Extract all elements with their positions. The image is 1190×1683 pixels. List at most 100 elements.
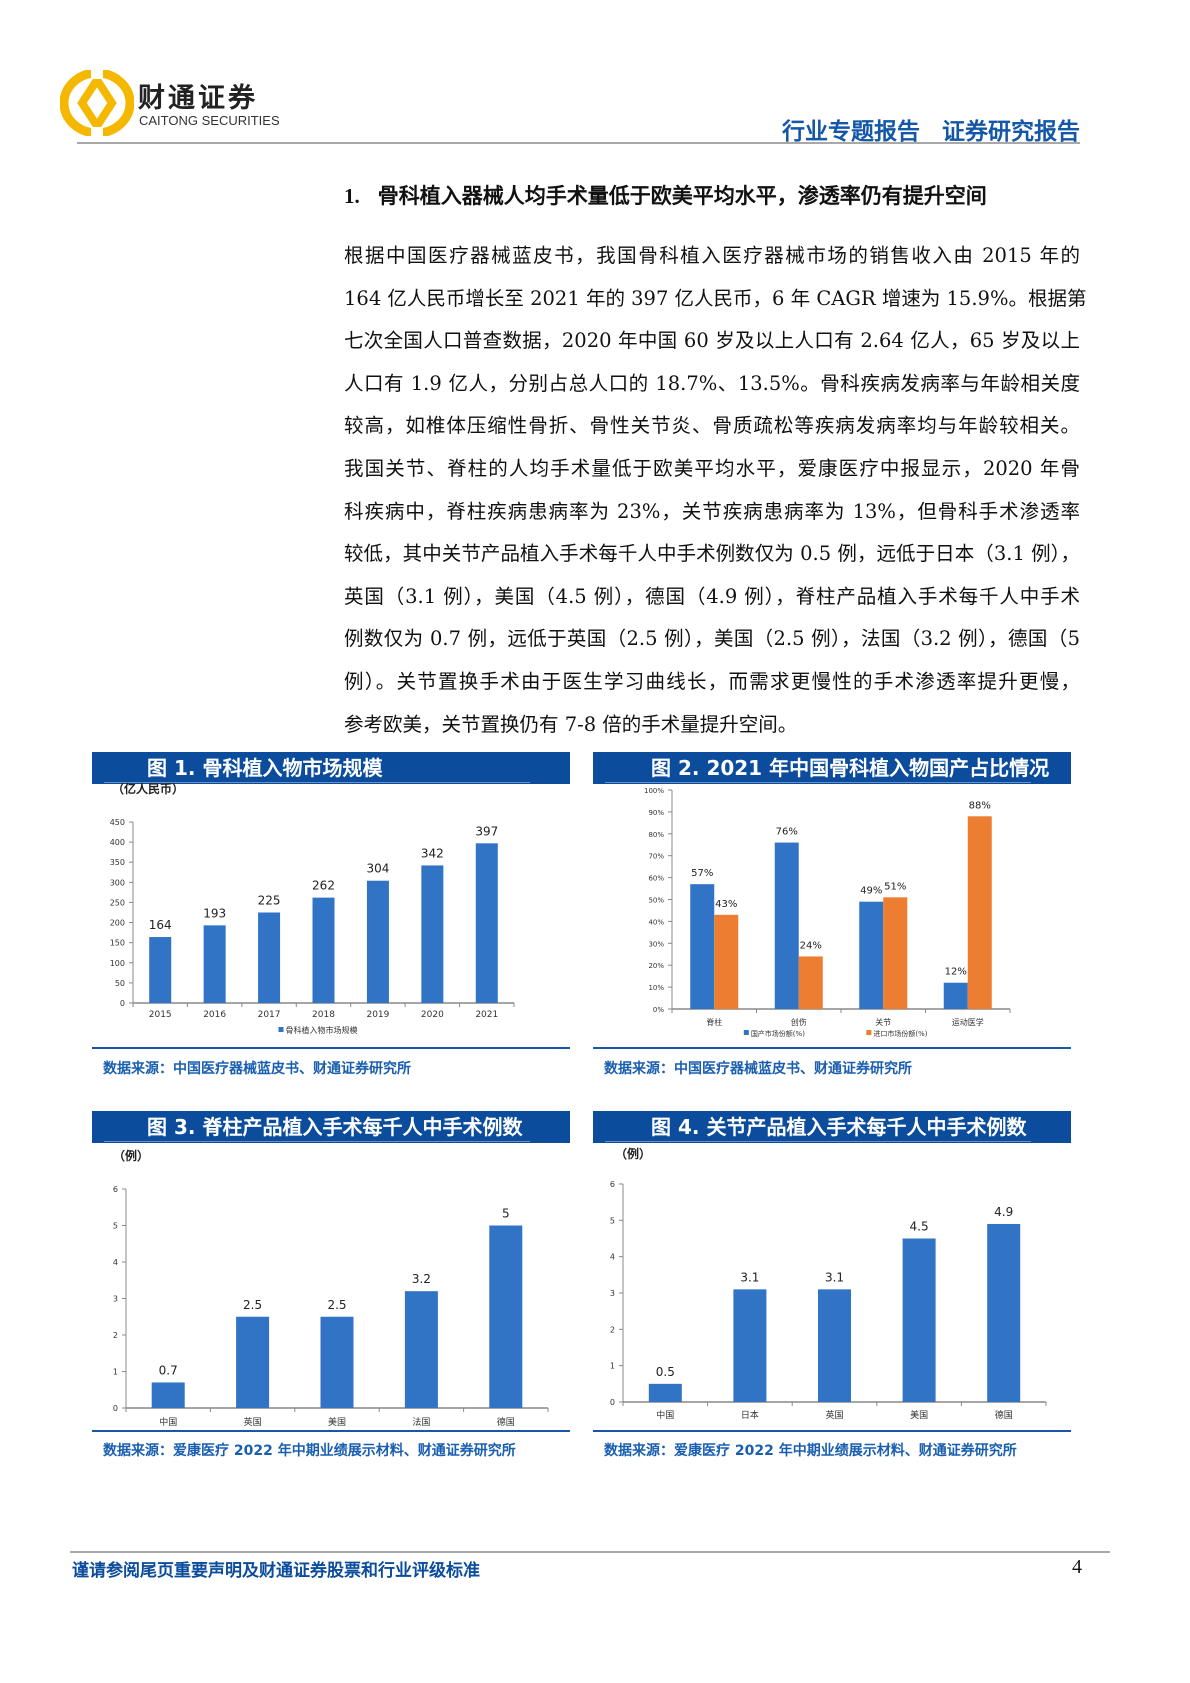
y-tick-label: 250 <box>110 898 125 907</box>
caitong-logo-icon <box>60 70 134 136</box>
bar <box>203 925 226 1003</box>
figure-title-bar: 图 3. 脊柱产品植入手术每千人中手术例数 <box>92 1111 570 1143</box>
figure-source: 数据来源：中国医疗器械蓝皮书、财通证券研究所 <box>103 1061 411 1077</box>
y-tick-label: 50 <box>115 979 125 988</box>
bar <box>714 914 739 1009</box>
y-tick-label: 350 <box>110 858 125 867</box>
legend-label: 进口市场份额(%) <box>873 1029 927 1038</box>
paragraph-line: 英国（3.1 例），美国（4.5 例），德国（4.9 例），脊柱产品植入手术每千… <box>344 584 1080 608</box>
data-label: 2.5 <box>243 1298 262 1312</box>
figure-source: 数据来源：中国医疗器械蓝皮书、财通证券研究所 <box>604 1061 912 1077</box>
y-tick-label: 60% <box>648 875 664 883</box>
bar <box>648 1383 682 1402</box>
y-axis-unit: （例） <box>615 1147 652 1161</box>
data-label: 164 <box>149 918 172 932</box>
bar <box>489 1225 523 1408</box>
page-number: 4 <box>1072 1556 1082 1578</box>
bar <box>774 842 799 1009</box>
title-underline <box>104 1141 530 1142</box>
paragraph-line: 七次全国人口普查数据，2020 年中国 60 岁及以上人口有 2.64 亿人，6… <box>344 329 1080 353</box>
bar <box>320 1316 354 1408</box>
y-tick-label: 300 <box>110 878 125 887</box>
report-labels: 行业专题报告 证券研究报告 <box>760 112 1080 146</box>
bar <box>902 1238 936 1402</box>
data-label: 76% <box>776 827 798 838</box>
x-tick-label: 英国 <box>244 1416 262 1428</box>
bar <box>475 843 498 1003</box>
bar <box>421 865 444 1003</box>
bar <box>258 912 281 1003</box>
y-tick-label: 50% <box>648 897 664 905</box>
y-tick-label: 0 <box>113 1404 118 1413</box>
data-label: 262 <box>312 879 335 893</box>
report-type: 行业专题报告 <box>782 119 920 145</box>
source-divider <box>92 1047 570 1049</box>
x-tick-label: 运动医学 <box>952 1017 984 1027</box>
data-label: 225 <box>258 894 281 908</box>
x-tick-label: 脊柱 <box>706 1017 722 1027</box>
report-category: 证券研究报告 <box>942 119 1080 145</box>
bar <box>883 897 908 1009</box>
paragraph-line: 根据中国医疗器械蓝皮书，我国骨科植入医疗器械市场的销售收入由 2015 年的 <box>344 244 1080 267</box>
data-label: 342 <box>421 846 444 860</box>
figure-title: 图 2. 2021 年中国骨科植入物国产占比情况 <box>651 756 1050 780</box>
data-label: 3.1 <box>740 1270 759 1284</box>
y-tick-label: 100 <box>110 959 125 968</box>
x-tick-label: 中国 <box>159 1416 177 1428</box>
legend-label: 骨科植入物市场规模 <box>286 1025 358 1035</box>
y-axis-unit: （亿人民币） <box>112 782 185 796</box>
paragraph-line: 164 亿人民币增长至 2021 年的 397 亿人民币，6 年 CAGR 增速… <box>344 286 1087 310</box>
brand-name-cn: 财通证券 <box>138 83 258 114</box>
source-divider <box>92 1430 570 1432</box>
source-divider <box>593 1047 1071 1049</box>
paragraph-line: 较高，如椎体压缩性骨折、骨性关节炎、骨质疏松等疾病发病率均与年龄较相关。 <box>344 414 1080 438</box>
y-tick-label: 3 <box>610 1289 615 1298</box>
y-tick-label: 4 <box>610 1253 615 1262</box>
x-tick-label: 日本 <box>741 1409 759 1421</box>
legend-swatch <box>278 1027 284 1032</box>
y-tick-label: 2 <box>610 1325 615 1334</box>
data-label: 24% <box>800 940 822 951</box>
bar <box>798 956 823 1009</box>
paragraph-line: 例）。关节置换手术由于医生学习曲线长，而需求更慢性的手术渗透率提升更慢， <box>344 669 1080 693</box>
data-label: 4.9 <box>994 1205 1013 1219</box>
figure-source: 数据来源：爱康医疗 2022 年中期业绩展示材料、财通证券研究所 <box>604 1443 1017 1459</box>
x-tick-label: 2018 <box>312 1010 335 1020</box>
bar <box>366 880 389 1003</box>
y-tick-label: 80% <box>648 831 664 839</box>
body-paragraph: 根据中国医疗器械蓝皮书，我国骨科植入医疗器械市场的销售收入由 2015 年的 16… <box>344 235 1087 746</box>
x-tick-label: 2017 <box>258 1010 281 1020</box>
x-tick-label: 中国 <box>656 1409 674 1421</box>
y-tick-label: 100% <box>644 787 664 795</box>
bar <box>690 884 715 1009</box>
y-tick-label: 3 <box>113 1295 118 1304</box>
y-tick-label: 0% <box>653 1006 664 1014</box>
y-tick-label: 4 <box>113 1258 118 1267</box>
legend-swatch <box>743 1030 749 1035</box>
y-tick-label: 150 <box>110 939 125 948</box>
bar <box>312 897 335 1003</box>
y-tick-label: 6 <box>610 1180 615 1189</box>
x-tick-label: 创伤 <box>791 1017 807 1027</box>
paragraph-line: 例数仅为 0.7 例，远低于英国（2.5 例），美国（2.5 例），法国（3.2… <box>344 627 1080 651</box>
bar <box>733 1289 767 1402</box>
x-tick-label: 美国 <box>328 1416 346 1428</box>
bar <box>151 1382 185 1408</box>
figure-title-bar: 图 2. 2021 年中国骨科植入物国产占比情况 <box>593 752 1071 784</box>
data-label: 57% <box>691 868 713 879</box>
y-tick-label: 30% <box>648 940 664 948</box>
x-tick-label: 德国 <box>995 1409 1013 1421</box>
y-tick-label: 5 <box>113 1222 118 1231</box>
source-divider <box>593 1430 1071 1432</box>
figure-title-bar: 图 1. 骨科植入物市场规模 <box>92 752 570 784</box>
y-tick-label: 1 <box>113 1368 118 1377</box>
legend-swatch <box>866 1030 872 1035</box>
data-label: 49% <box>860 886 882 897</box>
data-label: 0.7 <box>159 1363 178 1377</box>
paragraph-line: 较低，其中关节产品植入手术每千人中手术例数仅为 0.5 例，远低于日本（3.1 … <box>344 542 1080 566</box>
y-tick-label: 0 <box>610 1398 615 1407</box>
data-label: 12% <box>945 967 967 978</box>
data-label: 43% <box>715 899 737 910</box>
